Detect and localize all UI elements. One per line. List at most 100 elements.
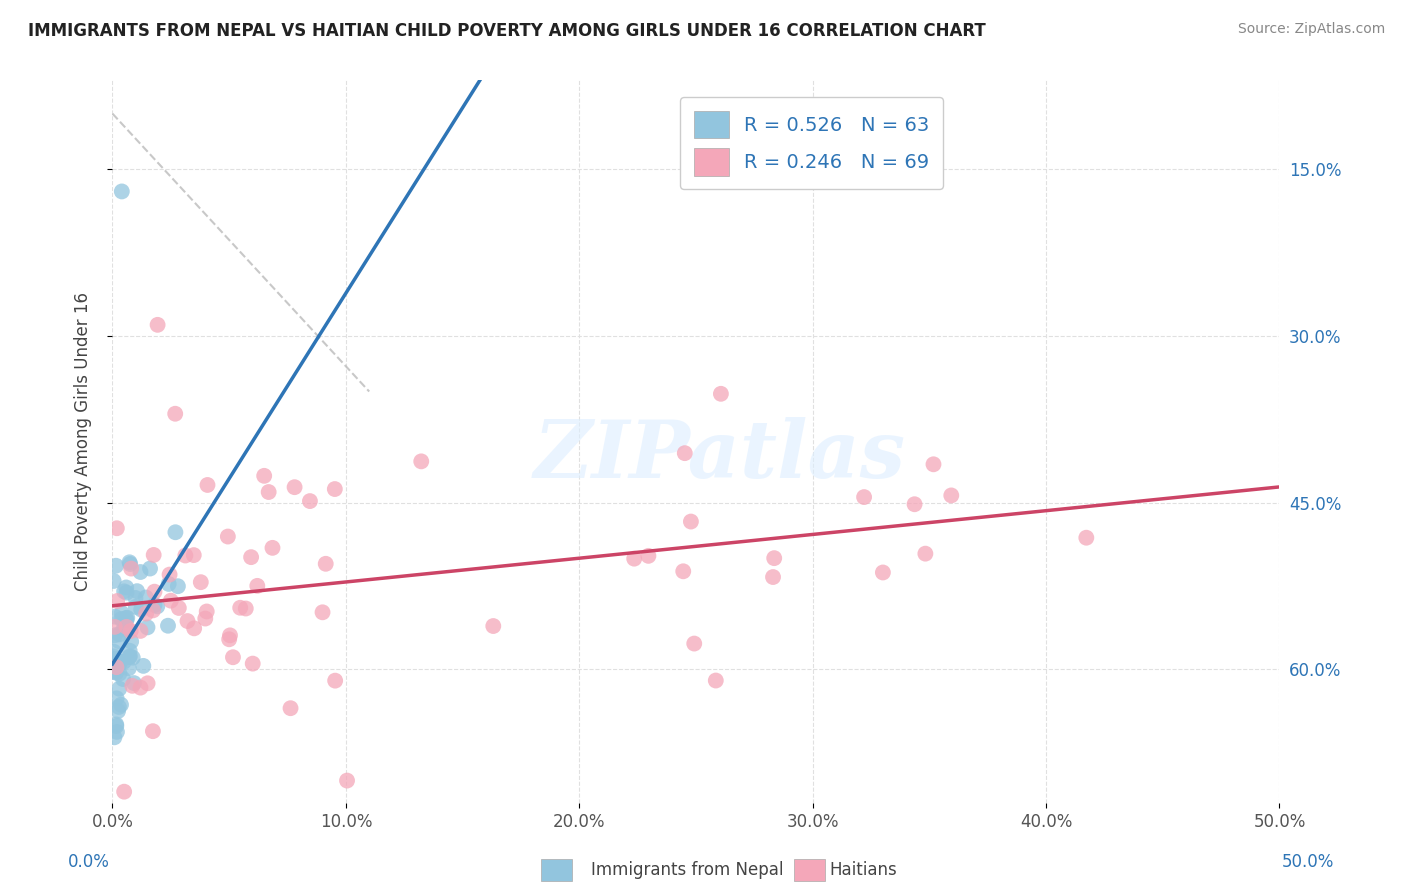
Text: Immigrants from Nepal: Immigrants from Nepal	[591, 861, 783, 879]
Y-axis label: Child Poverty Among Girls Under 16: Child Poverty Among Girls Under 16	[73, 292, 91, 591]
Point	[914, 547, 936, 561]
Point	[111, 606, 134, 620]
Point	[253, 468, 276, 483]
Point	[157, 577, 180, 591]
Point	[103, 731, 125, 745]
Point	[167, 601, 190, 615]
Text: IMMIGRANTS FROM NEPAL VS HAITIAN CHILD POVERTY AMONG GIRLS UNDER 16 CORRELATION : IMMIGRANTS FROM NEPAL VS HAITIAN CHILD P…	[28, 22, 986, 40]
Point	[672, 564, 695, 578]
Point	[103, 645, 125, 659]
Point	[108, 657, 131, 671]
Point	[108, 627, 131, 641]
Point	[129, 565, 152, 579]
Point	[121, 679, 143, 693]
Text: ZIPatlas: ZIPatlas	[533, 417, 905, 495]
Point	[108, 634, 131, 648]
Point	[115, 613, 138, 627]
Point	[637, 549, 659, 563]
Point	[174, 549, 197, 563]
Point	[183, 621, 205, 635]
Point	[103, 574, 125, 588]
Point	[165, 525, 187, 540]
Point	[710, 386, 733, 401]
Point	[108, 666, 131, 681]
Point	[903, 497, 925, 511]
Point	[136, 620, 159, 634]
Point	[156, 618, 179, 632]
Point	[136, 676, 159, 690]
Point	[679, 515, 702, 529]
Point	[104, 609, 127, 624]
Point	[129, 681, 152, 695]
Point	[118, 650, 141, 665]
Point	[111, 185, 134, 199]
Point	[104, 652, 127, 666]
Point	[118, 555, 141, 569]
Point	[197, 478, 219, 492]
Point	[115, 585, 138, 599]
Point	[482, 619, 505, 633]
Point	[323, 482, 346, 496]
Point	[167, 579, 190, 593]
Point	[104, 652, 127, 666]
Point	[107, 704, 129, 718]
Point	[142, 724, 165, 739]
Point	[112, 655, 135, 669]
Point	[853, 490, 876, 504]
Point	[105, 594, 128, 608]
Point	[118, 649, 141, 664]
Point	[135, 607, 157, 621]
Point	[762, 570, 785, 584]
Point	[146, 599, 169, 614]
Point	[1076, 531, 1098, 545]
Point	[143, 598, 166, 612]
Point	[103, 665, 125, 679]
Point	[257, 485, 280, 500]
Point	[125, 584, 148, 599]
Point	[323, 673, 346, 688]
Point	[125, 599, 148, 614]
Point	[218, 632, 240, 647]
Point	[105, 724, 128, 739]
Point	[262, 541, 284, 555]
Point	[120, 624, 142, 638]
Point	[105, 691, 128, 706]
Point	[142, 548, 165, 562]
Point	[112, 672, 135, 686]
Point	[118, 661, 141, 675]
Point	[194, 611, 217, 625]
Point	[108, 681, 131, 696]
Point	[135, 591, 157, 605]
Point	[118, 644, 141, 658]
Point	[284, 480, 307, 494]
Point	[110, 612, 132, 626]
Point	[142, 603, 165, 617]
Point	[132, 659, 155, 673]
Point	[129, 602, 152, 616]
Point	[120, 557, 142, 571]
Point	[104, 620, 127, 634]
Point	[139, 561, 162, 575]
Point	[219, 628, 242, 642]
Point	[941, 488, 963, 502]
Point	[105, 521, 128, 535]
Point	[105, 660, 128, 674]
Point	[195, 605, 218, 619]
Point	[872, 566, 894, 580]
Text: 50.0%: 50.0%	[1282, 854, 1334, 871]
Point	[112, 584, 135, 599]
Point	[120, 634, 142, 648]
Point	[114, 621, 136, 635]
Point	[120, 561, 142, 575]
Point	[143, 584, 166, 599]
Point	[176, 614, 198, 628]
Point	[240, 550, 263, 565]
Point	[121, 650, 143, 665]
Point	[683, 636, 706, 650]
Point	[623, 551, 645, 566]
Point	[146, 318, 169, 332]
Point	[117, 611, 139, 625]
Point	[103, 649, 125, 664]
Point	[105, 717, 128, 731]
Point	[129, 624, 152, 638]
